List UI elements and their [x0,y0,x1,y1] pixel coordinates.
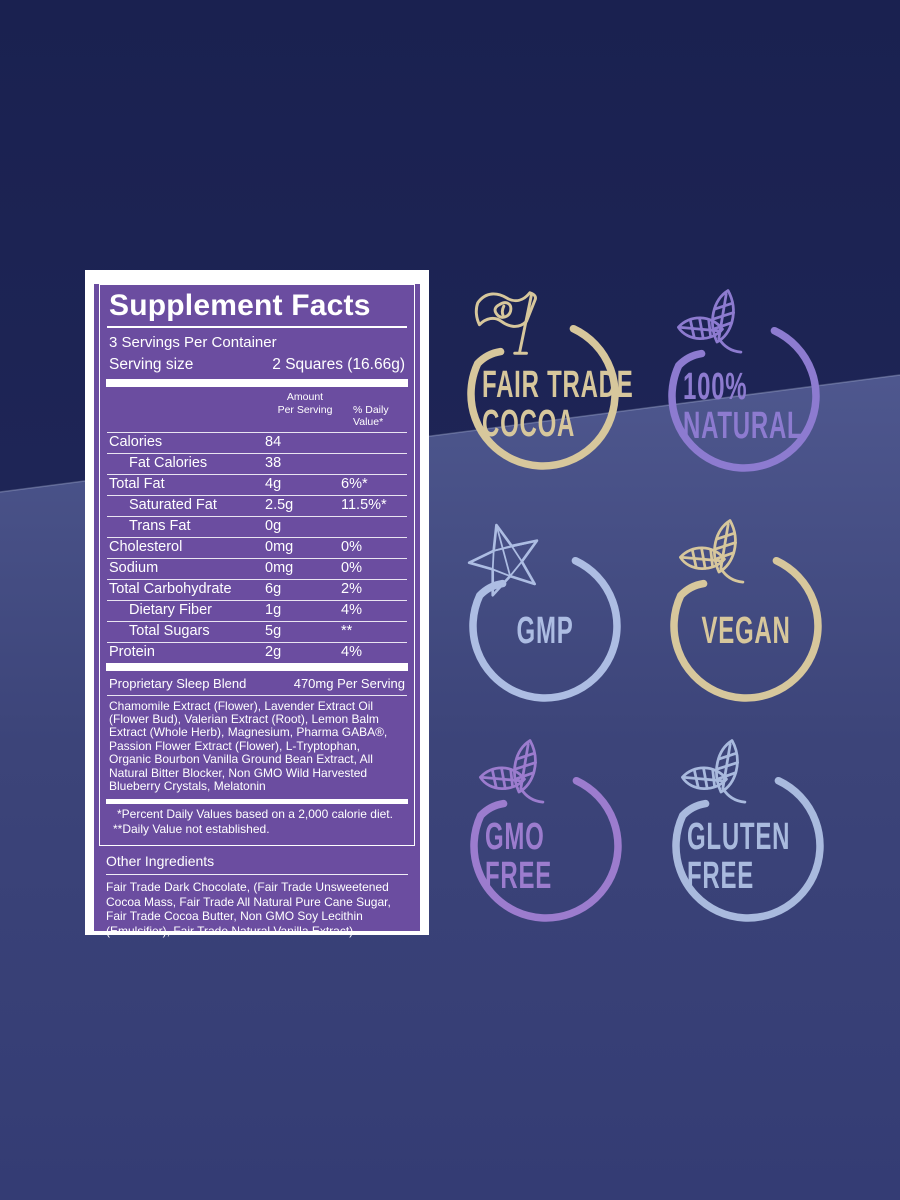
footnotes: *Percent Daily Values based on a 2,000 c… [107,804,407,839]
nutrient-row-total-fat: Total Fat 4g 6%* [107,473,407,495]
other-ingredients-text: Fair Trade Dark Chocolate, (Fair Trade U… [106,880,391,938]
leaves-icon [675,735,767,827]
nutrient-row-total-carbohydrate: Total Carbohydrate 6g 2% [107,578,407,600]
badge-vegan: VEGAN [661,513,831,748]
divider-thick [106,379,408,387]
proprietary-blend-row: Proprietary Sleep Blend 470mg Per Servin… [107,671,407,696]
amount-column-header: Amount Per Serving [277,391,333,416]
nutrient-row-saturated-fat: Saturated Fat 2.5g 11.5%* [107,494,407,516]
nutrient-row-dietary-fiber: Dietary Fiber 1g 4% [107,599,407,621]
supplement-facts-panel: Supplement Facts 3 Servings Per Containe… [85,270,429,938]
nutrient-row-fat-calories: Fat Calories 38 [107,452,407,474]
panel-title: Supplement Facts [107,285,407,328]
nutrient-row-trans-fat: Trans Fat 0g [107,515,407,537]
badge-label: GMP [516,608,574,652]
blend-label: Proprietary Sleep Blend [109,675,247,691]
badge-gmo-free: GMO FREE [461,733,631,968]
divider-thick [106,662,408,671]
flag-cocoa-icon [466,281,550,365]
blend-ingredients: Chamomile Extract (Flower), Lavender Ext… [109,698,388,793]
badge-fair-trade-cocoa: FAIR TRADE COCOA [458,281,633,516]
footnote-not-established: **Daily Value not established. [113,822,270,837]
badge-100-percent-natural: 100% NATURAL [659,283,829,518]
supplement-facts-body: Supplement Facts 3 Servings Per Containe… [94,284,420,938]
leaves-icon [671,285,763,377]
leaves-icon [473,735,565,827]
nutrient-row-protein: Protein 2g 4% [107,641,407,663]
nutrition-box: Supplement Facts 3 Servings Per Containe… [99,284,415,847]
serving-size-row: Serving size 2 Squares (16.66g) [107,352,407,379]
badge-label: 100% NATURAL [683,364,803,447]
badge-label: VEGAN [701,608,791,652]
badge-gmp: GMP [460,513,630,748]
badge-gluten-free: GLUTEN FREE [663,733,833,968]
nutrient-row-cholesterol: Cholesterol 0mg 0% [107,536,407,558]
divider-thin [106,799,408,805]
star-icon [462,515,550,603]
other-ingredients-title: Other Ingredients [106,850,408,876]
leaves-icon [673,515,765,607]
servings-per-container: 3 Servings Per Container [109,334,277,351]
badge-label: GMO FREE [485,814,553,897]
badge-label: GLUTEN FREE [687,814,791,897]
nutrient-row-sodium: Sodium 0mg 0% [107,557,407,579]
nutrient-row-total-sugars: Total Sugars 5g ** [107,620,407,642]
serving-size-label: Serving size [109,356,194,373]
column-headers: Amount Per Serving % Daily Value* [107,387,407,432]
daily-value-column-header: % Daily Value* [353,403,389,429]
blend-amount: 470mg Per Serving [293,675,405,691]
other-ingredients-section: Other Ingredients Fair Trade Dark Chocol… [106,850,408,938]
serving-size-value: 2 Squares (16.66g) [272,356,405,373]
nutrient-row-calories: Calories 84 [107,431,407,453]
badge-label: FAIR TRADE COCOA [482,362,634,445]
footnote-daily-values: *Percent Daily Values based on a 2,000 c… [117,807,393,822]
